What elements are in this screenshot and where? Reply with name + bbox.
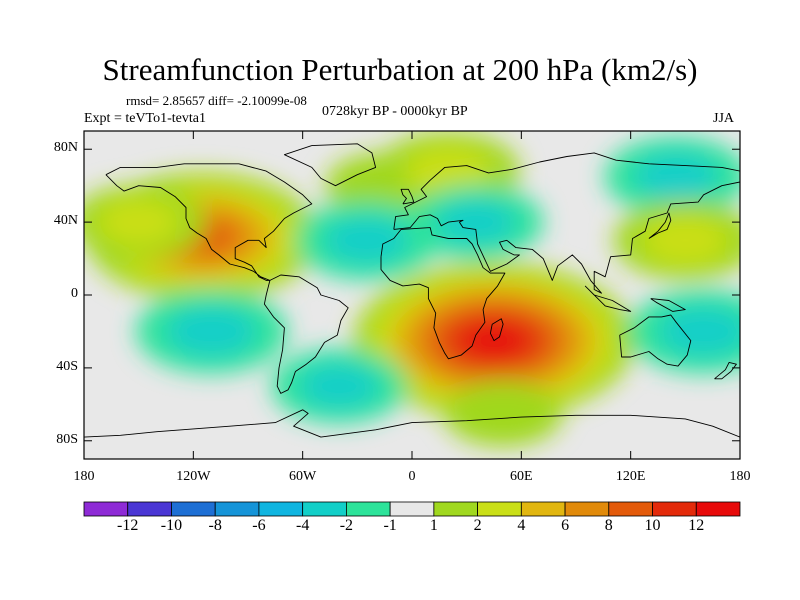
lat-label: 40N (53, 213, 78, 229)
lon-label: 180 (729, 469, 751, 484)
colorbar-swatch (695, 501, 741, 517)
colorbar-label: 2 (473, 517, 482, 534)
colorbar-swatch (214, 501, 260, 517)
axis-ticks (83, 131, 741, 459)
experiment-label: Expt = teVTo1-tevta1 (84, 111, 206, 126)
coastline-borneo-new-guinea (650, 298, 686, 312)
colorbar-label: -8 (208, 517, 222, 534)
colorbar-swatch (302, 501, 347, 517)
colorbar-label: -2 (339, 517, 354, 534)
coastline-japan (648, 212, 672, 239)
colorbar-swatch (389, 501, 435, 517)
coastline-africa (380, 227, 506, 360)
coastline-eurasia (393, 152, 740, 294)
smoothed-anomalies (84, 131, 740, 447)
colorbar-label: 10 (644, 517, 661, 534)
coastline-new-zealand (714, 361, 737, 380)
coastline-antarctica (84, 409, 740, 438)
colorbar-label: -4 (295, 517, 310, 534)
lat-label: 80S (56, 431, 78, 447)
colorbar-swatch (520, 501, 566, 517)
coastline-british-isles (400, 188, 415, 205)
coastline-indonesia (584, 285, 632, 312)
contour-field (84, 131, 740, 459)
colorbar-label: 1 (429, 517, 438, 534)
colorbar (83, 501, 741, 517)
colorbar-label: 12 (688, 517, 705, 534)
colorbar-swatch (127, 501, 172, 517)
southern-ocean-positive (443, 380, 563, 447)
colorbar-label: 6 (561, 517, 570, 534)
colorbar-swatch (433, 501, 479, 517)
lat-label: 80N (53, 140, 78, 156)
south-pacific-negative (166, 306, 257, 357)
coastline-australia (619, 314, 692, 367)
colorbar-swatch (171, 501, 216, 517)
east-asia-negative (633, 152, 720, 201)
south-atlantic-negative (298, 363, 380, 409)
lon-label: 120W (176, 469, 211, 484)
lat-label: 40S (56, 358, 78, 374)
colorbar-label: 4 (517, 517, 526, 534)
coastline-north-america (105, 163, 313, 281)
colorbar-swatch (652, 501, 697, 517)
western-pacific-positive (642, 216, 729, 265)
coastlines (84, 143, 740, 438)
colorbar-swatch (83, 501, 129, 517)
plot-title: Streamfunction Perturbation at 200 hPa (… (102, 52, 698, 87)
colorbar-swatch (345, 501, 391, 517)
colorbar-swatch (608, 501, 653, 517)
colorbar-label: -6 (252, 517, 266, 534)
southern-indian-negative (658, 306, 740, 357)
coastline-greenland (283, 143, 377, 187)
lon-label: 120E (615, 469, 646, 484)
colorbar-swatch (258, 501, 304, 517)
colorbar-label: -1 (383, 517, 397, 534)
period-label: 0728kyr BP - 0000kyr BP (322, 104, 468, 119)
north-africa-negative (323, 216, 410, 265)
lon-label: 60W (289, 469, 317, 484)
colorbar-label: 8 (604, 517, 613, 534)
coastline-madagascar (489, 318, 504, 342)
colorbar-label: -10 (160, 517, 183, 534)
lat-label: 0 (71, 286, 78, 301)
asia-negative (435, 199, 517, 245)
coastline-south-america (263, 274, 349, 394)
season-label: JJA (713, 111, 735, 126)
lon-label: 60E (510, 469, 533, 484)
colorbar-label: -12 (117, 517, 139, 534)
lon-label: 0 (408, 469, 416, 484)
north-pacific-positive (98, 199, 180, 245)
lon-label: 180 (73, 469, 95, 484)
colorbar-swatch (564, 501, 610, 517)
colorbar-swatch (477, 501, 522, 517)
rmsd-stats: rmsd= 2.85657 diff= -2.10099e-08 (126, 93, 307, 108)
